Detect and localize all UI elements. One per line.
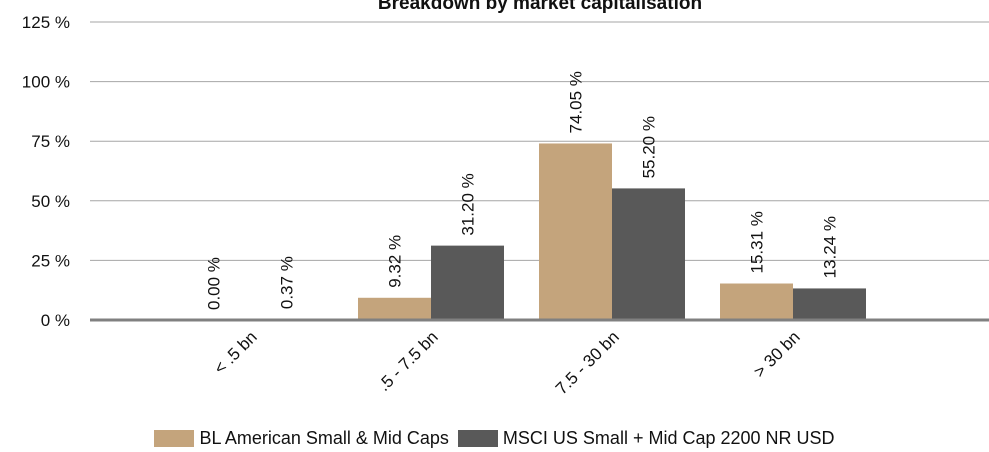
x-axis-categories: < .5 bn .5 - 7.5 bn 7.5 - 30 bn > 30 bn [210,327,804,398]
bar [539,143,612,320]
data-label: 74.05 % [567,71,586,133]
grid-lines [90,21,989,261]
x-category-label: > 30 bn [750,327,804,381]
data-label: 0.00 % [205,257,224,310]
y-tick-label: 125 % [22,13,70,32]
data-label: 55.20 % [640,116,659,178]
data-label: 9.32 % [386,235,405,288]
x-category-label: < .5 bn [210,327,261,378]
bar [431,245,504,320]
x-category-label: 7.5 - 30 bn [552,327,623,398]
bar [358,297,431,320]
bars [250,143,866,320]
legend-swatch-benchmark [457,430,498,447]
bar [793,288,866,320]
legend-label-fund: BL American Small & Mid Caps [199,428,449,448]
chart-title: Breakdown by market capitalisation [378,0,702,14]
bar [720,283,793,320]
y-axis-ticks: 0 % 25 % 50 % 75 % 100 % 125 % [22,13,70,330]
data-label: 0.37 % [278,256,297,309]
legend-item-fund: BL American Small & Mid Caps [154,428,449,449]
legend-label-benchmark: MSCI US Small + Mid Cap 2200 NR USD [502,428,835,448]
bar [612,188,685,320]
y-tick-label: 50 % [31,192,70,211]
data-label: 13.24 % [821,216,840,278]
data-label: 31.20 % [459,173,478,235]
data-labels: 0.00 % 0.37 % 9.32 % 31.20 % 74.05 % 55.20 % 1… [205,71,840,310]
y-tick-label: 25 % [31,251,70,270]
y-tick-label: 75 % [31,132,70,151]
legend-item-benchmark: MSCI US Small + Mid Cap 2200 NR USD [457,428,835,449]
y-tick-label: 100 % [22,73,70,92]
legend-swatch-fund [154,430,195,447]
x-category-label: .5 - 7.5 bn [374,327,442,395]
data-label: 15.31 % [748,211,767,273]
legend: BL American Small & Mid Caps MSCI US Sma… [0,428,989,452]
y-tick-label: 0 % [41,311,70,330]
